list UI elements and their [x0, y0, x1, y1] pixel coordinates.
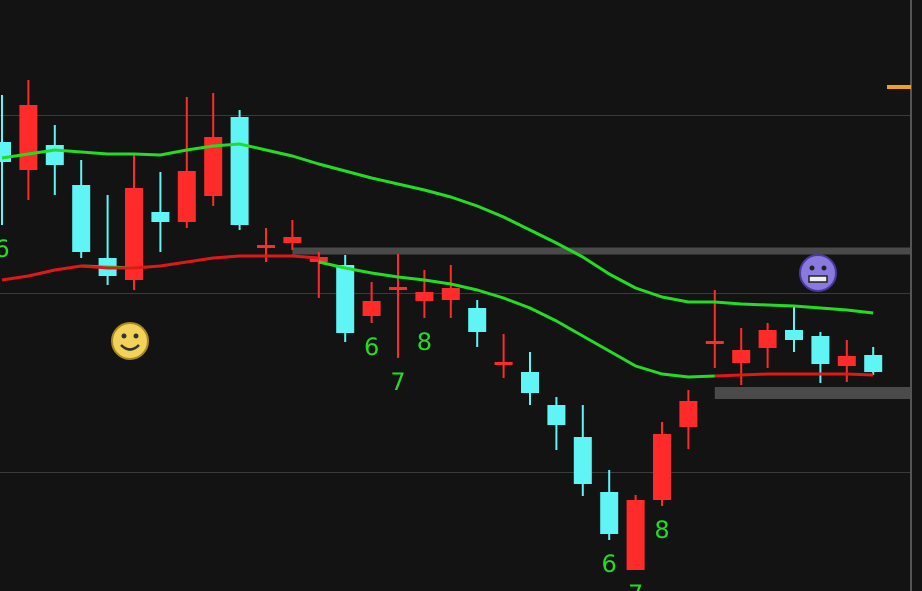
ma-line: [1, 254, 874, 378]
candle-body: [600, 492, 619, 534]
candle-body: [679, 401, 698, 427]
candle-body: [0, 142, 11, 162]
candle-body: [45, 145, 64, 165]
candle-body: [389, 287, 407, 290]
candle-body: [705, 341, 724, 344]
candle-body: [72, 185, 91, 252]
candle-body: [837, 356, 856, 366]
sad-icon: [799, 254, 837, 292]
candle-body: [785, 330, 803, 340]
ma-line: [1, 142, 874, 315]
candle-body: [177, 171, 196, 222]
candle-body: [573, 437, 592, 484]
candle-body: [309, 257, 328, 262]
candle-body: [362, 301, 381, 316]
candle-body: [811, 336, 830, 364]
candle-body: [151, 212, 170, 222]
candle-body: [257, 245, 275, 248]
count-label: 6: [602, 550, 617, 578]
candle-body: [441, 288, 460, 300]
candle-body: [230, 117, 249, 225]
candle-body: [653, 434, 671, 500]
plot: 6678678: [0, 80, 910, 591]
level-band: [292, 247, 910, 255]
candle-body: [468, 308, 487, 332]
smiley-icon: [111, 322, 149, 360]
level-band: [714, 387, 910, 399]
count-label: 7: [390, 368, 405, 396]
price-marker: [887, 85, 911, 89]
count-label: 8: [417, 328, 432, 356]
count-label: 6: [0, 235, 10, 263]
candle-body: [626, 500, 645, 570]
count-label: 7: [628, 580, 643, 591]
candle-body: [864, 355, 883, 372]
count-label: 8: [654, 516, 669, 544]
candle-body: [415, 292, 434, 301]
candle-body: [494, 362, 513, 365]
candle-body: [204, 137, 223, 196]
candle-body: [547, 405, 566, 425]
candle-body: [19, 105, 38, 170]
candle-body: [283, 237, 302, 243]
candle-body: [758, 330, 777, 348]
candle-body: [521, 372, 539, 393]
candle-body: [125, 188, 143, 280]
candle-body: [732, 350, 751, 363]
candle-body: [336, 265, 355, 333]
count-label: 6: [364, 333, 379, 361]
